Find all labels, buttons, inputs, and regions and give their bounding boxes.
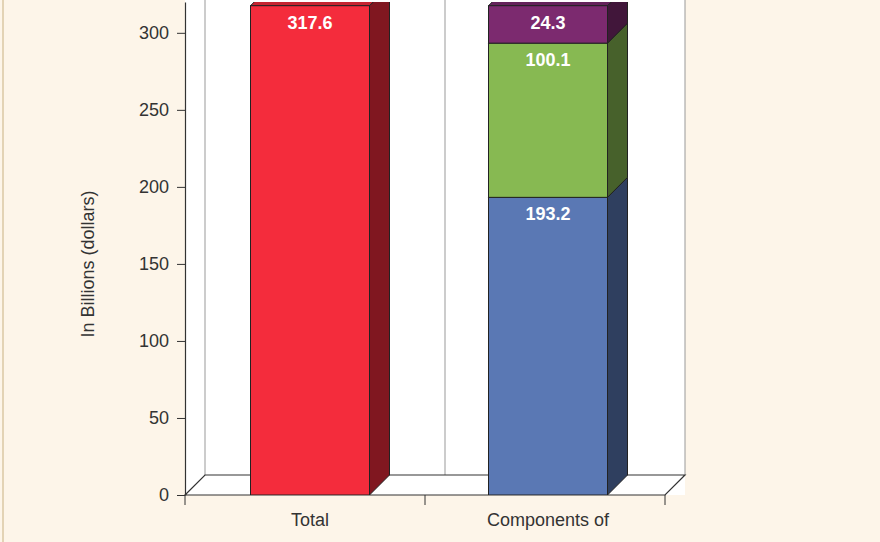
axis-line — [185, 3, 186, 496]
wall — [185, 0, 685, 495]
tick-mark — [177, 341, 185, 342]
tick-label: 100 — [139, 331, 169, 351]
bar — [251, 6, 370, 495]
bar — [489, 43, 608, 197]
tick-mark — [177, 418, 185, 419]
category-separator — [185, 495, 186, 505]
wall-edge — [445, 0, 446, 475]
bar-side — [608, 23, 628, 197]
bar — [489, 6, 608, 43]
bar-side — [370, 2, 390, 495]
y-axis: 0 50 100 150 200 250 300 — [139, 3, 186, 506]
bars — [251, 2, 628, 495]
tick-mark — [177, 264, 185, 265]
tick-label: Total — [291, 510, 329, 530]
bar — [489, 197, 608, 495]
tick: 300 — [139, 23, 185, 43]
wall-edge — [205, 0, 206, 475]
tick-label: 300 — [139, 23, 169, 43]
category-separator — [425, 495, 426, 505]
tick-mark — [177, 33, 185, 34]
tick: Components of — [487, 510, 610, 530]
x-axis: Total Components of — [291, 510, 610, 530]
bar-top — [489, 2, 628, 6]
data-label: 100.1 — [525, 50, 570, 70]
tick-mark — [177, 187, 185, 188]
tick: 200 — [139, 177, 185, 197]
tick-label: 200 — [139, 177, 169, 197]
data-label: 317.6 — [287, 13, 332, 33]
category-separator — [665, 495, 666, 505]
bar-side — [608, 177, 628, 495]
tick: Total — [291, 510, 329, 530]
wall-edge — [685, 0, 686, 475]
tick: 50 — [149, 408, 185, 428]
tick-label: 250 — [139, 100, 169, 120]
tick: 100 — [139, 331, 185, 351]
frame — [2, 0, 4, 542]
tick: 0 — [159, 485, 185, 505]
tick-label: 0 — [159, 485, 169, 505]
chart: 317.6 193.2 100.1 24.3 0 50 100 150 200 250 300 Tot… — [0, 0, 880, 542]
y-axis-title: In Billions (dollars) — [78, 190, 98, 337]
tick-mark — [177, 110, 185, 111]
tick-label: Components of — [487, 510, 610, 530]
bar-side — [608, 2, 628, 43]
bar-top — [251, 2, 390, 6]
data-label: 24.3 — [530, 13, 565, 33]
data-labels: 317.6 193.2 100.1 24.3 — [287, 13, 570, 225]
tick: 150 — [139, 254, 185, 274]
tick: 250 — [139, 100, 185, 120]
tick-label: 50 — [149, 408, 169, 428]
data-label: 193.2 — [525, 204, 570, 224]
plot-background — [185, 0, 685, 505]
tick-label: 150 — [139, 254, 169, 274]
tick-mark — [177, 495, 185, 496]
